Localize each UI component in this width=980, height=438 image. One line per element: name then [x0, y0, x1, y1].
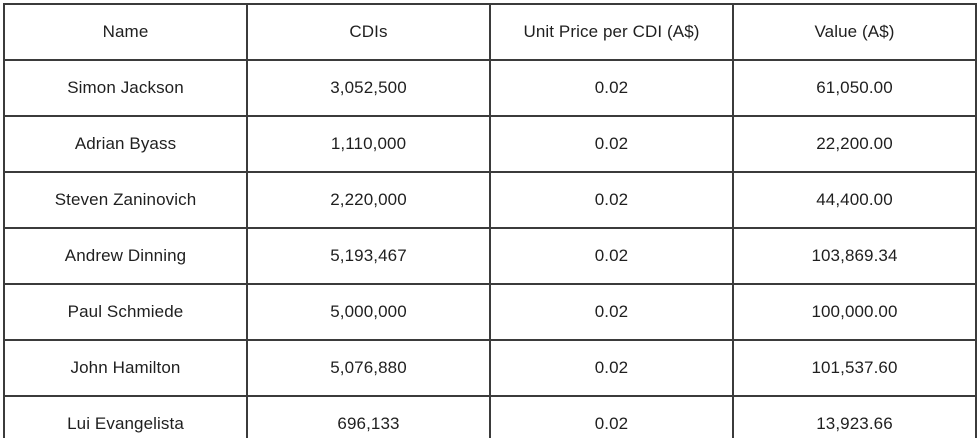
table-row: Lui Evangelista 696,133 0.02 13,923.66 — [3, 395, 977, 438]
table-row: Simon Jackson 3,052,500 0.02 61,050.00 — [3, 59, 977, 117]
cell-cdis: 5,000,000 — [246, 283, 491, 341]
table-row: Adrian Byass 1,110,000 0.02 22,200.00 — [3, 115, 977, 173]
cell-unit-price: 0.02 — [489, 171, 734, 229]
cell-value: 44,400.00 — [732, 171, 977, 229]
column-header-cdis: CDIs — [246, 3, 491, 61]
header-row: Name CDIs Unit Price per CDI (A$) Value … — [3, 3, 977, 61]
cell-name: Simon Jackson — [3, 59, 248, 117]
column-header-value: Value (A$) — [732, 3, 977, 61]
table-row: John Hamilton 5,076,880 0.02 101,537.60 — [3, 339, 977, 397]
cell-unit-price: 0.02 — [489, 227, 734, 285]
cdi-holders-table: Name CDIs Unit Price per CDI (A$) Value … — [3, 3, 977, 438]
cell-value: 100,000.00 — [732, 283, 977, 341]
cell-unit-price: 0.02 — [489, 395, 734, 438]
cell-cdis: 2,220,000 — [246, 171, 491, 229]
column-header-name: Name — [3, 3, 248, 61]
cell-name: Steven Zaninovich — [3, 171, 248, 229]
cell-name: Andrew Dinning — [3, 227, 248, 285]
cell-unit-price: 0.02 — [489, 283, 734, 341]
cell-name: Lui Evangelista — [3, 395, 248, 438]
cell-unit-price: 0.02 — [489, 339, 734, 397]
cell-cdis: 3,052,500 — [246, 59, 491, 117]
table-header: Name CDIs Unit Price per CDI (A$) Value … — [3, 3, 977, 61]
cell-name: Paul Schmiede — [3, 283, 248, 341]
column-header-unit-price: Unit Price per CDI (A$) — [489, 3, 734, 61]
cell-name: Adrian Byass — [3, 115, 248, 173]
cell-unit-price: 0.02 — [489, 59, 734, 117]
table-row: Steven Zaninovich 2,220,000 0.02 44,400.… — [3, 171, 977, 229]
cell-value: 103,869.34 — [732, 227, 977, 285]
cell-cdis: 696,133 — [246, 395, 491, 438]
cell-value: 101,537.60 — [732, 339, 977, 397]
cell-value: 13,923.66 — [732, 395, 977, 438]
cell-cdis: 5,193,467 — [246, 227, 491, 285]
cell-value: 61,050.00 — [732, 59, 977, 117]
cell-value: 22,200.00 — [732, 115, 977, 173]
cell-unit-price: 0.02 — [489, 115, 734, 173]
cell-name: John Hamilton — [3, 339, 248, 397]
table-body: Simon Jackson 3,052,500 0.02 61,050.00 A… — [3, 59, 977, 438]
cell-cdis: 5,076,880 — [246, 339, 491, 397]
cell-cdis: 1,110,000 — [246, 115, 491, 173]
table-row: Paul Schmiede 5,000,000 0.02 100,000.00 — [3, 283, 977, 341]
table-row: Andrew Dinning 5,193,467 0.02 103,869.34 — [3, 227, 977, 285]
